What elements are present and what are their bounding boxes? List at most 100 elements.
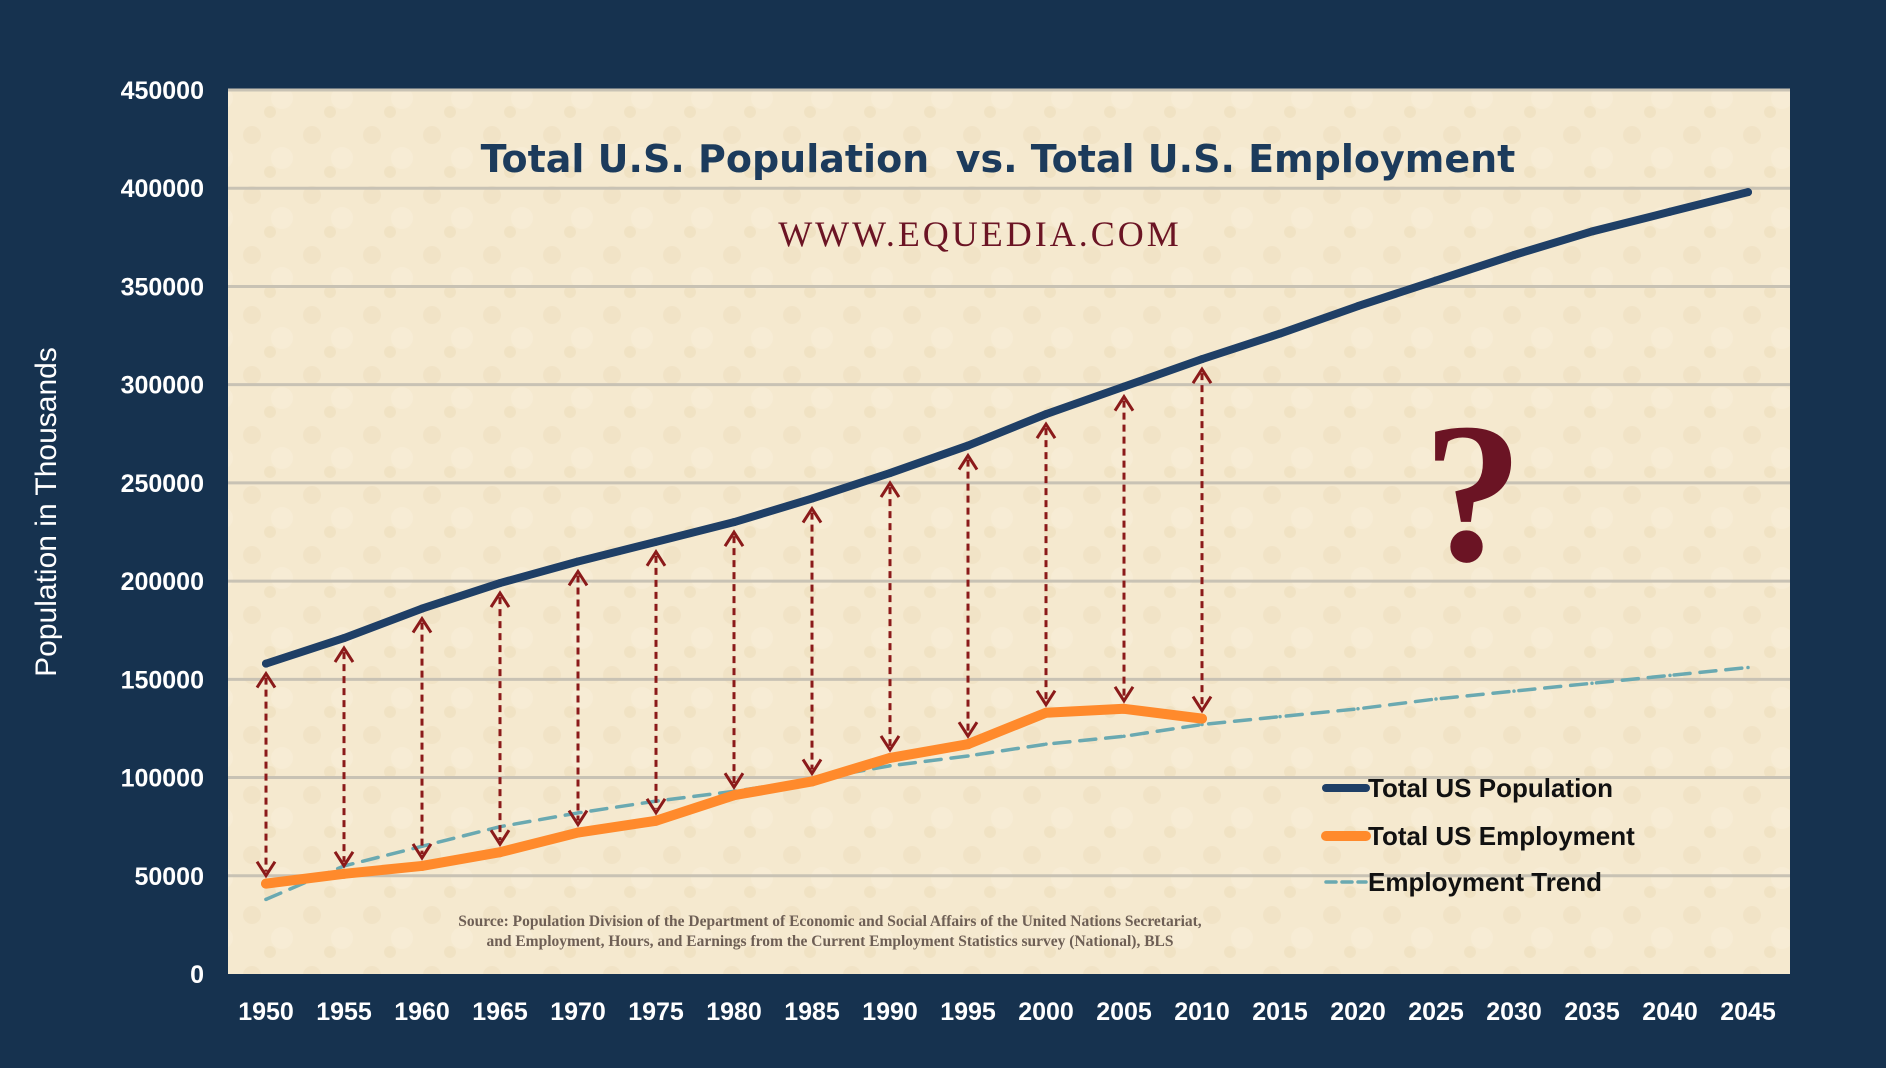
gap-arrow [255, 670, 277, 879]
gap-arrow-head-down [645, 797, 667, 816]
gap-arrow [1191, 366, 1213, 714]
y-tick-label: 0 [190, 961, 204, 989]
x-tick-label: 2040 [1642, 998, 1698, 1026]
gap-arrow [1113, 393, 1135, 704]
series-population-point [1276, 329, 1284, 338]
gap-arrow-head-up [723, 529, 745, 547]
x-tick-label: 1950 [238, 998, 294, 1026]
series-trend-point [1668, 673, 1672, 678]
y-tick-label: 200000 [121, 568, 204, 596]
series-employment-point [807, 776, 817, 787]
gap-arrow [489, 590, 511, 847]
gap-arrow [1035, 421, 1057, 708]
gap-arrow-head-up [879, 480, 901, 498]
series-trend-point [1512, 689, 1516, 693]
gap-arrow [723, 529, 745, 791]
x-axis: 1950 1955 1960 1965 1970 1975 1980 1985 1990 1995… [238, 998, 1776, 1026]
x-tick-label: 1975 [628, 998, 684, 1026]
y-tick-label: 350000 [121, 273, 204, 301]
x-tick-label: 2030 [1486, 998, 1542, 1026]
series-population-point [1744, 188, 1752, 197]
series-population-point [1588, 227, 1596, 236]
gap-arrow-head-down [957, 721, 979, 739]
y-axis-label: Population in Thousands [30, 347, 63, 677]
x-tick-label: 1960 [394, 998, 450, 1026]
series-employment-point [1197, 713, 1207, 724]
x-tick-label: 2020 [1330, 998, 1386, 1026]
legend-label-employment: Total US Employment [1368, 821, 1635, 851]
series-population-point [574, 557, 582, 566]
gap-arrow [645, 549, 667, 816]
series-population-point [262, 659, 270, 668]
gap-arrow-head-up [801, 505, 823, 524]
series-employment-point [963, 739, 973, 750]
y-tick-label: 250000 [121, 470, 204, 498]
y-axis: 450000 400000 350000 300000 250000 200000 1500… [121, 77, 204, 989]
series-population-point [964, 441, 972, 450]
gap-arrow [879, 480, 901, 753]
series-employment-point [1119, 703, 1129, 714]
chart-title: Total U.S. Population vs. Total U.S. Emp… [481, 137, 1516, 181]
plot-area [228, 90, 1790, 974]
x-tick-label: 1955 [316, 998, 372, 1026]
y-tick-label: 400000 [121, 175, 204, 203]
series-trend-point [966, 754, 970, 758]
x-tick-label: 1990 [862, 998, 918, 1026]
series-trend-point [1122, 734, 1126, 739]
series-trend-point [888, 764, 892, 768]
x-tick-label: 1980 [706, 998, 762, 1026]
series-employment-point [573, 827, 583, 838]
series-population-point [886, 469, 894, 478]
gap-arrow-head-down [489, 829, 511, 847]
gap-arrow-head-up [411, 615, 433, 634]
series-population-point [652, 537, 660, 546]
series-employment-point [729, 790, 739, 801]
legend-label-population: Total US Population [1368, 773, 1613, 803]
series-employment-point [417, 860, 427, 871]
series-layer [261, 188, 1752, 902]
gap-arrow-head-up [255, 670, 277, 689]
series-population-point [1120, 382, 1128, 391]
y-tick-label: 300000 [121, 372, 204, 400]
x-tick-label: 2005 [1096, 998, 1152, 1026]
gap-arrow [957, 452, 979, 739]
x-tick-label: 1995 [940, 998, 996, 1026]
gap-arrow-head-up [645, 549, 667, 567]
series-trend-point [1044, 742, 1048, 746]
x-tick-label: 1970 [550, 998, 606, 1026]
gap-arrow-head-down [1035, 689, 1057, 708]
gap-arrow [411, 615, 433, 861]
x-tick-label: 2045 [1720, 998, 1776, 1026]
series-employment-point [1041, 707, 1051, 718]
gap-arrow-head-down [1113, 685, 1135, 704]
gap-arrow [567, 568, 589, 828]
series-population-point [1042, 410, 1050, 419]
series-population-point [730, 518, 738, 527]
series-trend-point [1278, 714, 1282, 719]
series-trend-point [1434, 697, 1438, 701]
gap-arrow-head-down [333, 851, 355, 869]
y-tick-label: 150000 [121, 666, 204, 694]
gap-arrow-head-up [489, 590, 511, 608]
gap-arrow-head-up [567, 568, 589, 587]
series-trend-point [576, 811, 580, 815]
gap-arrow-head-down [255, 860, 277, 879]
gap-arrow-head-down [879, 735, 901, 753]
gap-arrow [801, 505, 823, 777]
legend: Total US Population Total US Employment Em… [1321, 773, 1635, 897]
series-employment-point [651, 815, 661, 826]
source-line-2: and Employment, Hours, and Earnings from… [486, 933, 1173, 950]
y-tick-label: 100000 [121, 765, 204, 793]
series-population-point [496, 579, 504, 588]
gap-arrow-head-up [1113, 393, 1135, 412]
series-population-point [1198, 355, 1206, 364]
gap-arrow-head-up [957, 452, 979, 471]
series-population-point [808, 494, 816, 503]
y-tick-label: 50000 [134, 863, 204, 891]
series-trend-line [264, 665, 1750, 902]
watermark-text: WWW.EQUEDIA.COM [778, 214, 1182, 254]
series-trend-point [1590, 681, 1594, 686]
y-tick-label: 450000 [121, 77, 204, 105]
legend-label-trend: Employment Trend [1368, 867, 1602, 897]
x-tick-label: 1965 [472, 998, 528, 1026]
